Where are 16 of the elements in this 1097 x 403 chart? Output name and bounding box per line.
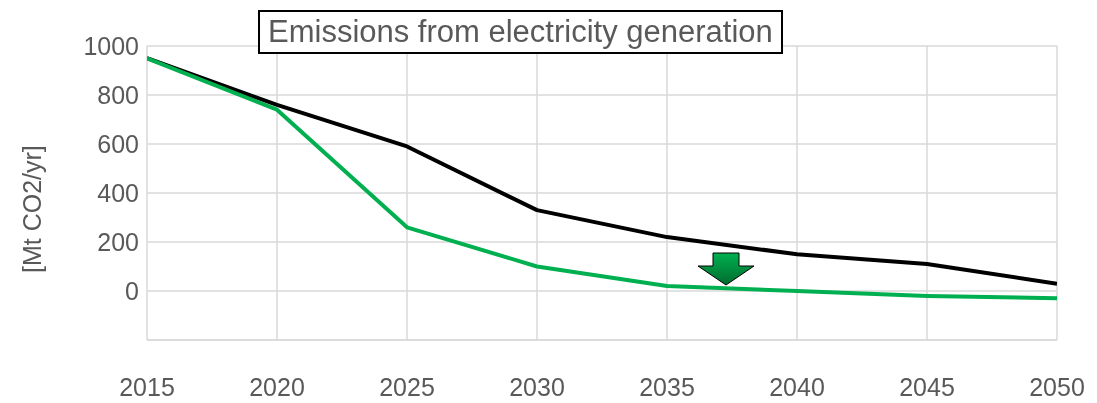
chart-title: Emissions from electricity generation [258,10,783,54]
y-axis-title: [Mt CO2/yr] [17,145,46,273]
x-tick-label: 2020 [249,372,305,401]
x-tick-label: 2050 [1029,372,1085,401]
x-tick-label: 2030 [509,372,565,401]
y-tick-label: 1000 [83,31,139,60]
x-tick-label: 2040 [769,372,825,401]
y-tick-label: 800 [97,80,139,109]
x-tick-label: 2035 [639,372,695,401]
x-tick-label: 2045 [899,372,955,401]
y-tick-label: 0 [125,276,139,305]
x-tick-label: 2025 [379,372,435,401]
y-tick-label: 400 [97,178,139,207]
y-tick-label: 200 [97,227,139,256]
y-tick-label: 600 [97,129,139,158]
x-tick-label: 2015 [119,372,175,401]
